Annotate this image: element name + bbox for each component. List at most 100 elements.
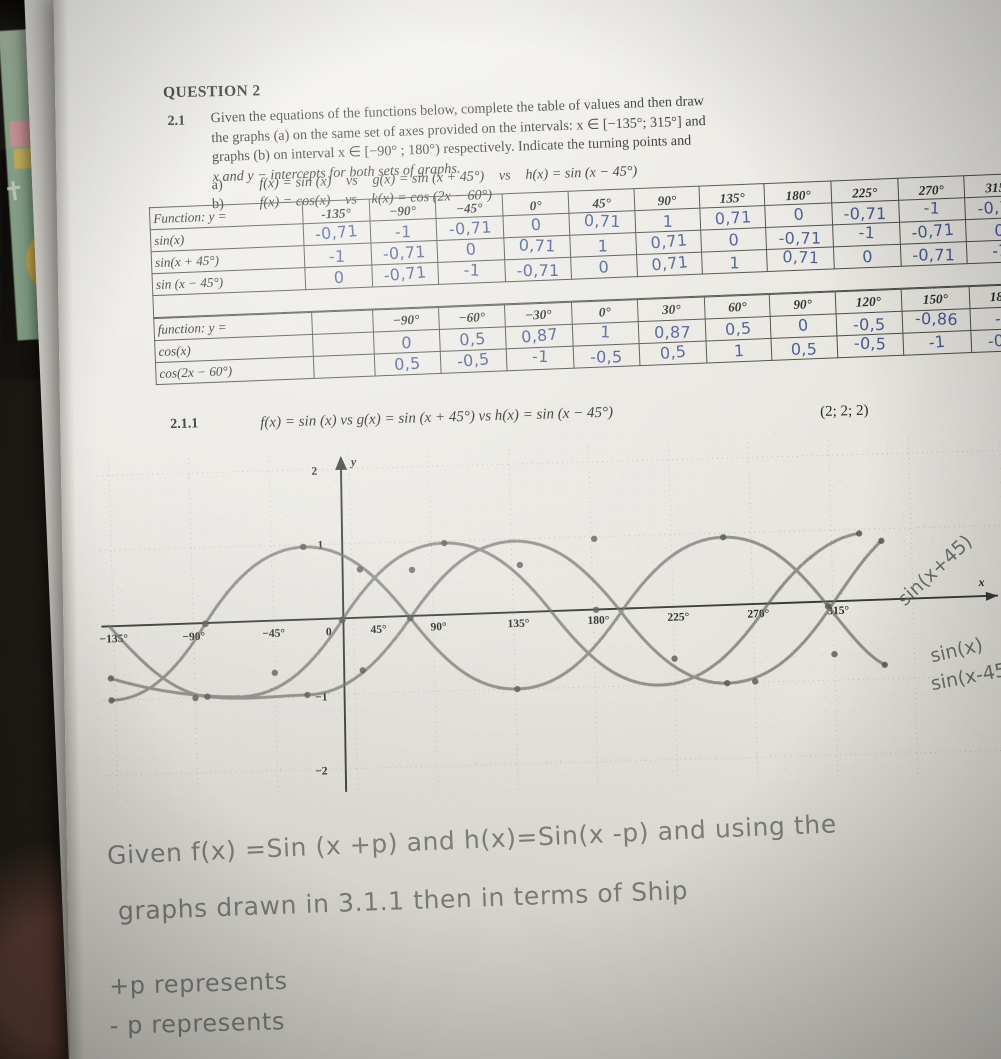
x-tick-45: 45° — [370, 624, 387, 636]
sin-row-2-cell-3[interactable]: -0,71 — [504, 257, 572, 282]
sin-row-1-cell-2[interactable]: 0 — [437, 237, 505, 263]
cos-header-3: −30° — [504, 302, 573, 327]
handwritten-value: -1 — [463, 260, 481, 280]
sin-header-3: 0° — [501, 191, 570, 216]
sin-row-0-cell-9[interactable]: -1 — [898, 197, 966, 223]
sin-row-1-cell-9[interactable]: -0,71 — [899, 220, 967, 245]
handwritten-value: -0,71 — [912, 245, 956, 265]
item-a-vs-2: vs — [498, 167, 511, 184]
sin-row-1-cell-4[interactable]: 1 — [570, 232, 637, 258]
handwritten-value: -0,71 — [976, 196, 1001, 219]
sin-row-0-cell-0[interactable]: -0,71 — [303, 220, 371, 246]
cos-row-0-cell-3[interactable]: 0,87 — [505, 324, 574, 349]
sin-row-0-cell-10[interactable]: -0,71 — [964, 195, 1001, 220]
sin-row-0-cell-1[interactable]: -1 — [369, 218, 438, 244]
handwritten-value: 0,5 — [791, 339, 818, 359]
sin-row-1-cell-10[interactable]: 0 — [965, 217, 1001, 242]
cos-header-10: 180° — [968, 284, 1001, 309]
sin-row-2-cell-5[interactable]: 0,71 — [636, 252, 703, 277]
x-axis-arrow — [985, 591, 998, 601]
item-a-vs-1: vs — [345, 172, 359, 189]
cos-row-1-cell-5[interactable]: 0,5 — [639, 340, 707, 366]
handwritten-value: -0,71 — [314, 220, 359, 244]
sin-row-2-cell-8[interactable]: 0 — [833, 244, 901, 269]
cos-header-0 — [311, 310, 374, 335]
cos-row-1-cell-2[interactable]: -0,5 — [440, 348, 508, 374]
cos-row-1-cell-7[interactable]: 0,5 — [771, 335, 838, 361]
sin-header-9: 270° — [897, 175, 965, 201]
cos-row-0-cell-6[interactable]: 0,5 — [705, 316, 772, 341]
sin-row-1-cell-8[interactable]: -1 — [832, 222, 901, 247]
x-tick-m45: −45° — [262, 628, 285, 641]
sin-row-1-cell-6[interactable]: 0 — [700, 227, 767, 253]
cos-row-0-cell-1[interactable]: 0 — [373, 329, 441, 354]
sin-row-1-cell-3[interactable]: 0,71 — [503, 235, 572, 260]
sin-row-0-cell-7[interactable]: 0 — [765, 202, 833, 228]
cos-row-1-cell-8[interactable]: -0,5 — [836, 333, 904, 358]
cos-row-1-cell-6[interactable]: 1 — [706, 338, 773, 363]
handwritten-value: -1 — [991, 240, 1001, 261]
handwritten-value: -0,71 — [778, 228, 822, 248]
y-tick-0: 0 — [326, 626, 332, 638]
sin-row-0-cell-6[interactable]: 0,71 — [699, 205, 767, 231]
cos-row-0-cell-5[interactable]: 0,87 — [638, 318, 707, 344]
handwritten-value: 0 — [728, 230, 740, 250]
sin-row-0-cell-5[interactable]: 1 — [634, 208, 701, 233]
sin-row-2-cell-1[interactable]: -0,71 — [371, 262, 439, 288]
cos-row-1-cell-4[interactable]: -0,5 — [573, 343, 641, 369]
sin-row-2-cell-9[interactable]: -0,71 — [900, 241, 968, 267]
page-title: QUESTION 2 — [162, 82, 261, 102]
cos-row-0-cell-4[interactable]: 1 — [572, 321, 640, 347]
cos-header-7: 90° — [769, 291, 836, 317]
item-a-f: f(x) = sin (x) — [258, 173, 332, 192]
handwritten-value: 0 — [861, 246, 873, 267]
sin-row-1-cell-7[interactable]: -0,71 — [766, 224, 834, 250]
handwritten-value: 0 — [797, 315, 810, 336]
sin-row-0-cell-2[interactable]: -0,71 — [436, 215, 504, 241]
cos-row-1-cell-0[interactable] — [313, 353, 376, 379]
cos-row-0-cell-0[interactable] — [312, 332, 375, 357]
handwritten-value: -0,5 — [852, 314, 886, 335]
x-tick-135: 135° — [507, 618, 530, 631]
handwritten-value: 1 — [662, 211, 673, 231]
cos-header-4: 0° — [571, 299, 639, 325]
cos-header-2: −60° — [438, 304, 506, 330]
x-tick-m135: −135° — [99, 633, 128, 646]
cos-row-1-cell-10[interactable]: -0,5 — [970, 327, 1001, 353]
sin-row-0-cell-4[interactable]: 0,71 — [569, 210, 636, 236]
sin-row-2-cell-4[interactable]: 0 — [571, 254, 638, 280]
cos-row-0-cell-2[interactable]: 0,5 — [439, 326, 507, 352]
handwritten-value: 0,87 — [653, 322, 691, 342]
cos-row-1-cell-9[interactable]: -1 — [902, 330, 972, 356]
sin-row-2-cell-7[interactable]: 0,71 — [766, 246, 835, 272]
sin-row-2-cell-6[interactable]: 1 — [701, 249, 768, 275]
sin-row-0-cell-3[interactable]: 0 — [502, 213, 571, 238]
x-axis-label: x — [977, 575, 984, 589]
handwritten-value: -0,86 — [914, 308, 958, 330]
handwritten-value: 1 — [733, 340, 745, 361]
sin-row-1-cell-0[interactable]: -1 — [303, 243, 372, 268]
cos-row-1-cell-3[interactable]: -1 — [506, 346, 574, 371]
cos-row-0-cell-10[interactable]: -1 — [969, 306, 1001, 331]
curve-sin-x — [109, 531, 861, 699]
sin-row-2-cell-2[interactable]: -1 — [437, 259, 506, 285]
sin-row-1-cell-5[interactable]: 0,71 — [635, 230, 702, 255]
handwritten-value: -0,71 — [843, 204, 887, 224]
cos-row-1-cell-1[interactable]: 0,5 — [374, 351, 441, 376]
handwritten-value: -0,71 — [516, 260, 560, 281]
sin-row-2-cell-10[interactable]: -1 — [966, 239, 1001, 264]
y-tick-1: 1 — [317, 539, 323, 551]
handwritten-line-1: Given f(x) =Sin (x +p) and h(x)=Sin(x -p… — [106, 809, 838, 871]
cos-row-0-cell-8[interactable]: -0,5 — [835, 311, 903, 336]
sin-row-1-cell-1[interactable]: -0,71 — [370, 240, 438, 266]
sin-header-0: -135° — [302, 199, 370, 224]
plotted-points — [107, 530, 889, 704]
sin-header-4: 45° — [568, 188, 635, 214]
cos-row-0-cell-7[interactable]: 0 — [770, 313, 837, 339]
cos-row-0-cell-9[interactable]: -0,86 — [901, 308, 971, 334]
handwritten-value: 0 — [401, 333, 413, 353]
sin-row-2-cell-0[interactable]: 0 — [304, 265, 373, 290]
handwritten-value: 0,71 — [714, 207, 752, 229]
handwritten-value: -1 — [857, 222, 875, 243]
sin-row-0-cell-8[interactable]: -0,71 — [831, 200, 900, 225]
